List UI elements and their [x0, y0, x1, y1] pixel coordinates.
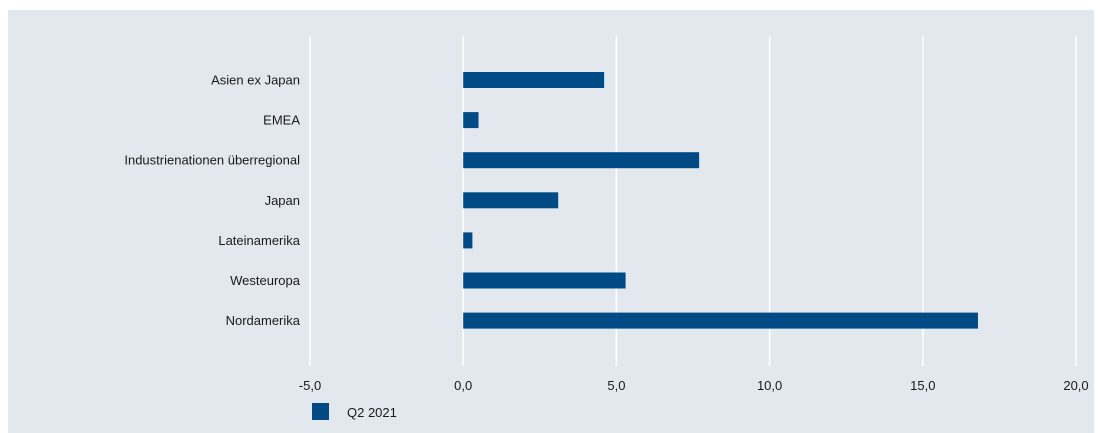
category-label: Lateinamerika: [218, 233, 300, 248]
x-tick-label: -5,0: [299, 378, 321, 393]
bar: [463, 72, 605, 88]
category-labels: Asien ex Japan EMEA Industrienationen über…: [124, 73, 300, 329]
x-axis-tick-labels: -5,0 0,0 5,0 10,0 15,0 20,0: [299, 378, 1089, 393]
bar: [463, 232, 473, 249]
bar: [463, 152, 700, 169]
legend: Q2 2021: [312, 403, 397, 420]
bar: [463, 112, 479, 129]
legend-label: Q2 2021: [347, 405, 397, 420]
x-tick-label: 10,0: [757, 378, 782, 393]
bar: [463, 312, 978, 329]
x-tick-label: 15,0: [910, 378, 935, 393]
x-tick-label: 5,0: [607, 378, 625, 393]
x-tick-label: 20,0: [1063, 378, 1088, 393]
bar: [463, 192, 559, 209]
category-label: Japan: [265, 193, 300, 208]
category-label: Westeuropa: [230, 273, 301, 288]
category-label: EMEA: [263, 113, 300, 128]
bar: [463, 272, 626, 289]
x-tick-label: 0,0: [454, 378, 472, 393]
legend-swatch: [312, 403, 329, 420]
bars: [463, 72, 978, 329]
category-label: Nordamerika: [226, 313, 301, 328]
category-label: Industrienationen überregional: [124, 153, 300, 168]
category-label: Asien ex Japan: [211, 73, 300, 88]
